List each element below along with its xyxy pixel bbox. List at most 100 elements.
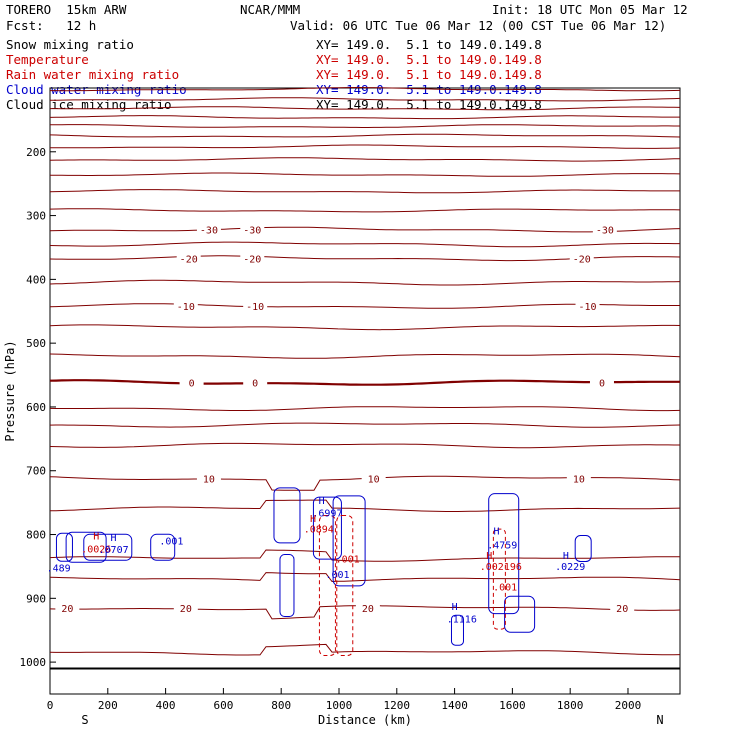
isotherm--10 <box>49 303 680 309</box>
upper-isotherm <box>49 133 681 138</box>
max-annotation: .489 <box>47 564 71 575</box>
isotherm-label-bg <box>55 601 80 613</box>
field-xy-cloud-ice: XY= 149.0. 5.1 to 149.0.149.8 <box>316 97 542 112</box>
cloud-cell-contour <box>488 493 520 615</box>
max-annotation: .0026 <box>81 544 111 555</box>
isotherm-label: 20 <box>616 604 628 615</box>
isotherm-label: 0 <box>599 379 605 390</box>
isotherm--30 <box>49 226 681 233</box>
field-xy-temperature: XY= 149.0. 5.1 to 149.0.149.8 <box>316 52 542 67</box>
x-tick-label: 1000 <box>326 699 353 712</box>
cloud-cell-contour <box>450 614 464 646</box>
cloud-cell-contour <box>504 595 536 633</box>
isotherm-label: 0 <box>252 379 258 390</box>
y-tick-label: 400 <box>26 273 46 286</box>
max-annotation: .001 <box>336 555 360 566</box>
y-tick-label: 600 <box>26 401 46 414</box>
isotherm-label: -30 <box>200 226 218 237</box>
isotherm-label: -30 <box>243 226 261 237</box>
max-annotation: .0894 <box>304 525 334 536</box>
isotherm-label-bg <box>179 376 204 388</box>
cloud-cell-contour <box>574 535 592 563</box>
endpoint-north: N <box>656 713 663 727</box>
init-time: Init: 18 UTC Mon 05 Mar 12 <box>492 2 688 17</box>
isotherm-label-bg <box>243 300 268 312</box>
isotherm-label-bg <box>176 252 201 264</box>
isotherm-label: 10 <box>573 474 585 485</box>
max-annotation: .0707 <box>99 545 129 556</box>
max-annotation: .1116 <box>447 615 477 626</box>
cloud-cell-contour <box>318 515 336 657</box>
x-tick-label: 1800 <box>557 699 584 712</box>
isotherm-label: 20 <box>61 604 73 615</box>
x-tick-label: 400 <box>156 699 176 712</box>
upper-isotherm <box>50 87 681 92</box>
isotherm-label-bg <box>240 252 265 264</box>
cloud-cell-contour <box>150 533 176 561</box>
cloud-cell-contour <box>336 515 354 657</box>
max-annotation: .001 <box>325 570 349 581</box>
isotherm <box>49 279 681 286</box>
max-annotation: H <box>111 533 117 544</box>
isotherm-label: -20 <box>243 254 261 265</box>
field-name-cloud-water: Cloud water mixing ratio <box>6 82 187 97</box>
isotherm <box>49 241 680 248</box>
isotherm <box>49 422 681 428</box>
cloud-cell-contour <box>332 495 366 587</box>
cloud-cell-contour <box>279 554 295 618</box>
upper-isotherm <box>50 106 681 111</box>
isotherm-label-bg <box>196 223 221 235</box>
x-tick-label: 600 <box>213 699 233 712</box>
upper-isotherm <box>49 124 680 128</box>
forecast-hour: Fcst: 12 h <box>6 18 97 33</box>
isotherm-label: -20 <box>180 254 198 265</box>
isotherm-label-bg <box>610 601 635 613</box>
max-annotation: .6997 <box>312 509 342 520</box>
max-annotation: .001 <box>159 537 183 548</box>
isotherm-label-bg <box>566 472 591 484</box>
max-annotation: H <box>319 496 325 507</box>
x-tick-label: 800 <box>271 699 291 712</box>
max-annotation: .4759 <box>487 541 517 552</box>
y-axis-title: Pressure (hPa) <box>3 340 17 441</box>
x-tick-label: 1200 <box>384 699 411 712</box>
isotherm-label: 20 <box>362 604 374 615</box>
isotherm <box>49 406 681 412</box>
max-annotation: .0229 <box>555 562 585 573</box>
isotherm-label: 10 <box>203 474 215 485</box>
field-xy-rain: XY= 149.0. 5.1 to 149.0.149.8 <box>316 67 542 82</box>
max-annotation: H <box>452 602 458 613</box>
y-tick-label: 900 <box>26 592 46 605</box>
x-tick-label: 2000 <box>615 699 642 712</box>
isotherm-label: 20 <box>180 604 192 615</box>
upper-isotherm <box>49 144 681 149</box>
isotherm <box>49 643 681 656</box>
isotherm <box>49 442 680 449</box>
isotherm-label-bg <box>589 376 614 388</box>
isotherm-label-bg <box>196 472 221 484</box>
isotherm-label: -10 <box>246 302 264 313</box>
x-axis-title: Distance (km) <box>318 713 412 727</box>
isotherm <box>49 353 681 359</box>
isotherm-label: 10 <box>368 474 380 485</box>
upper-isotherm <box>49 115 680 120</box>
cloud-cell-contour <box>55 532 73 562</box>
max-annotation: .001 <box>493 583 517 594</box>
isotherm-label: -10 <box>177 302 195 313</box>
isotherm-label-bg <box>173 300 198 312</box>
isotherm-label-bg <box>592 223 617 235</box>
y-tick-label: 500 <box>26 337 46 350</box>
upper-isotherm <box>49 157 681 162</box>
max-annotation: H <box>310 514 316 525</box>
isotherm-label-bg <box>240 223 265 235</box>
cloud-cell-contour <box>492 528 506 630</box>
y-tick-label: 200 <box>26 146 46 159</box>
max-annotation: .002196 <box>480 562 522 573</box>
isotherm-label-bg <box>569 252 594 264</box>
center-title: NCAR/MMM <box>240 2 301 17</box>
field-name-snow: Snow mixing ratio <box>6 37 134 52</box>
cloud-cell-contour <box>312 496 342 560</box>
isotherm-label: -10 <box>578 302 596 313</box>
upper-isotherm <box>49 189 680 194</box>
isotherm-label: -30 <box>596 226 614 237</box>
